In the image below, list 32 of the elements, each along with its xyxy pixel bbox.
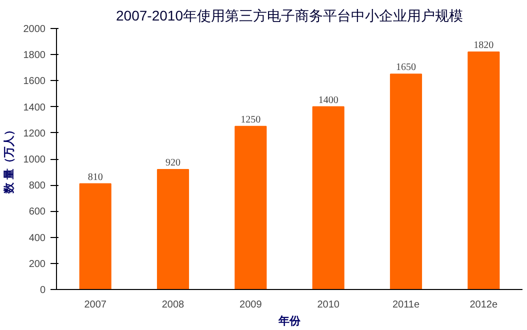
y-tick-label: 1400: [23, 102, 46, 114]
data-label: 1400: [318, 94, 338, 106]
bar: [312, 106, 344, 290]
data-label: 920: [166, 157, 180, 168]
x-tick-label: 2007: [84, 300, 107, 310]
bar: [390, 74, 422, 290]
y-tick-label: 400: [28, 232, 46, 244]
y-tick-label: 200: [28, 258, 46, 270]
y-tick-label: 1200: [23, 128, 46, 140]
chart-title: 2007-2010年使用第三方电子商务平台中小企业用户规模: [116, 8, 463, 24]
x-tick-label: 2008: [162, 300, 185, 310]
y-tick-label: 600: [28, 206, 46, 218]
y-tick-label: 2000: [23, 24, 46, 35]
x-tick-label: 2010: [317, 300, 340, 310]
x-axis-title: 年份: [278, 314, 302, 328]
bar: [79, 183, 112, 290]
y-tick-label: 1800: [23, 50, 46, 62]
data-label: 810: [88, 172, 103, 183]
y-tick-label: 0: [40, 285, 46, 296]
x-tick-label: 2011e: [392, 300, 420, 310]
bar: [156, 168, 190, 290]
y-tick-label: 800: [28, 180, 46, 192]
data-label: 1820: [474, 40, 494, 51]
bar: [234, 126, 267, 290]
x-tick-label: 2012e: [470, 300, 498, 310]
data-label: 1250: [240, 114, 261, 126]
y-axis-title: 数 量（万人）: [2, 124, 16, 195]
x-tick-label: 2009: [240, 300, 262, 310]
bar: [468, 51, 500, 290]
y-tick-label: 1600: [23, 76, 46, 88]
y-tick-label: 1000: [23, 154, 46, 166]
data-label: 1650: [396, 62, 416, 74]
